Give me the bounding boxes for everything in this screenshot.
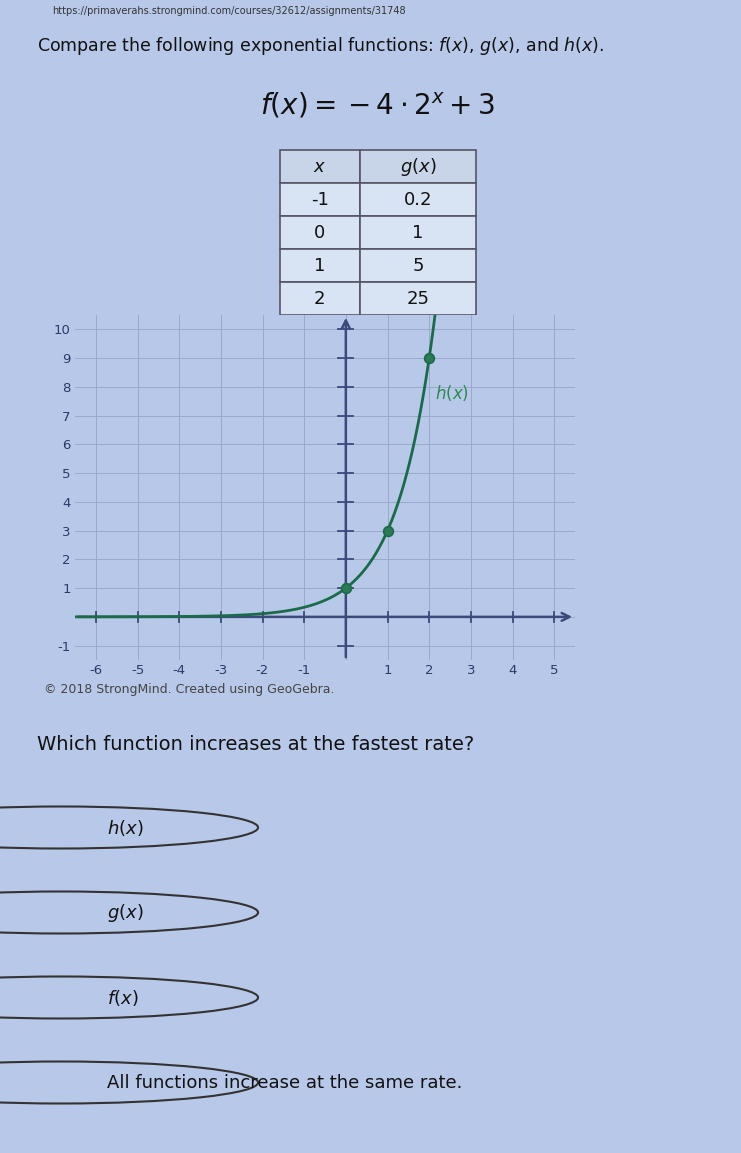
- Text: 2: 2: [314, 289, 325, 308]
- Text: © 2018 StrongMind. Created using GeoGebra.: © 2018 StrongMind. Created using GeoGebr…: [44, 684, 334, 696]
- Text: All functions increase at the same rate.: All functions increase at the same rate.: [107, 1073, 462, 1092]
- FancyBboxPatch shape: [359, 150, 476, 183]
- Text: 0: 0: [314, 224, 325, 241]
- Text: 25: 25: [406, 289, 429, 308]
- Text: $x$: $x$: [313, 158, 327, 175]
- Text: $g(x)$: $g(x)$: [107, 902, 143, 924]
- FancyBboxPatch shape: [280, 249, 359, 282]
- FancyBboxPatch shape: [359, 183, 476, 216]
- Text: 0.2: 0.2: [404, 190, 432, 209]
- Text: -1: -1: [311, 190, 329, 209]
- Text: $g(x)$: $g(x)$: [399, 156, 436, 178]
- FancyBboxPatch shape: [280, 282, 359, 315]
- Text: 1: 1: [412, 224, 424, 241]
- FancyBboxPatch shape: [359, 282, 476, 315]
- Text: $f(x)$: $f(x)$: [107, 987, 138, 1008]
- Text: $f(x) = -4 \cdot 2^x + 3$: $f(x) = -4 \cdot 2^x + 3$: [260, 91, 496, 121]
- FancyBboxPatch shape: [359, 216, 476, 249]
- Text: Compare the following exponential functions: $f(x)$, $g(x)$, and $h(x)$.: Compare the following exponential functi…: [36, 35, 604, 56]
- Text: 5: 5: [412, 256, 424, 274]
- FancyBboxPatch shape: [280, 150, 359, 183]
- FancyBboxPatch shape: [359, 249, 476, 282]
- Text: $h(x)$: $h(x)$: [107, 817, 143, 837]
- Text: Which function increases at the fastest rate?: Which function increases at the fastest …: [36, 736, 473, 754]
- Text: 1: 1: [314, 256, 325, 274]
- FancyBboxPatch shape: [280, 183, 359, 216]
- Text: $h(x)$: $h(x)$: [436, 383, 469, 402]
- FancyBboxPatch shape: [280, 216, 359, 249]
- Text: https://primaverahs.strongmind.com/courses/32612/assignments/31748: https://primaverahs.strongmind.com/cours…: [52, 6, 405, 16]
